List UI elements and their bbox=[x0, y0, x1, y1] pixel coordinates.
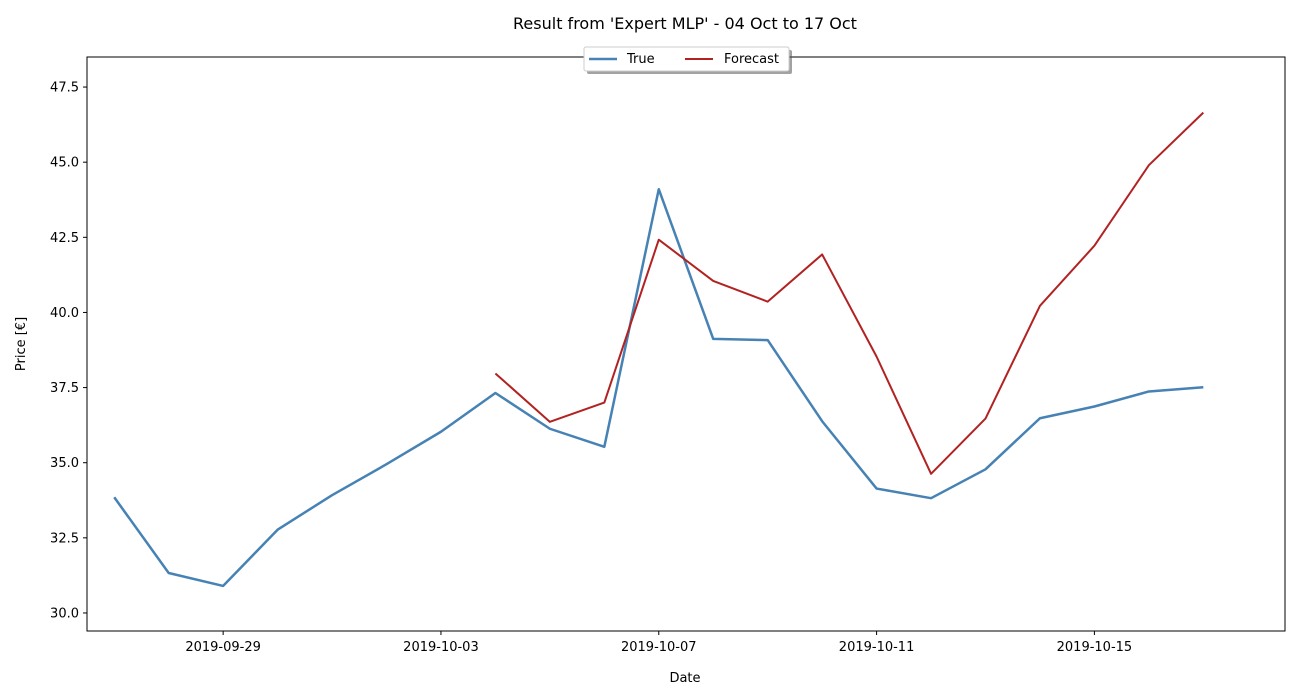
series-lines bbox=[113, 111, 1205, 588]
y-axis-label: Price [€] bbox=[14, 317, 29, 371]
x-tick-label: 2019-10-03 bbox=[403, 640, 479, 655]
y-axis-ticks: 30.0 32.5 35.0 37.5 40.0 42.5 45.0 47.5 bbox=[50, 81, 87, 621]
x-tick-label: 2019-10-07 bbox=[621, 640, 697, 655]
chart-legend: True Forecast bbox=[583, 46, 792, 74]
y-tick-label: 40.0 bbox=[50, 306, 79, 321]
y-tick-label: 32.5 bbox=[50, 531, 79, 546]
y-tick-label: 42.5 bbox=[50, 231, 79, 246]
series-line-forecast bbox=[494, 111, 1205, 475]
y-tick-label: 37.5 bbox=[50, 381, 79, 396]
x-axis-label: Date bbox=[669, 671, 700, 686]
x-axis-ticks: 2019-09-29 2019-10-03 2019-10-07 2019-10-11… bbox=[185, 631, 1132, 655]
x-tick-label: 2019-09-29 bbox=[185, 640, 261, 655]
chart-title: Result from 'Expert MLP' - 04 Oct to 17 … bbox=[513, 14, 857, 33]
x-tick-label: 2019-10-11 bbox=[839, 640, 915, 655]
y-tick-label: 45.0 bbox=[50, 156, 79, 171]
y-tick-label: 35.0 bbox=[50, 456, 79, 471]
y-tick-label: 47.5 bbox=[50, 81, 79, 96]
y-tick-label: 30.0 bbox=[50, 606, 79, 621]
series-line-true bbox=[113, 187, 1204, 588]
x-tick-label: 2019-10-15 bbox=[1057, 640, 1133, 655]
plot-area-frame bbox=[86, 56, 1286, 632]
legend-label-true: True bbox=[626, 52, 655, 67]
legend-label-forecast: Forecast bbox=[724, 52, 779, 67]
